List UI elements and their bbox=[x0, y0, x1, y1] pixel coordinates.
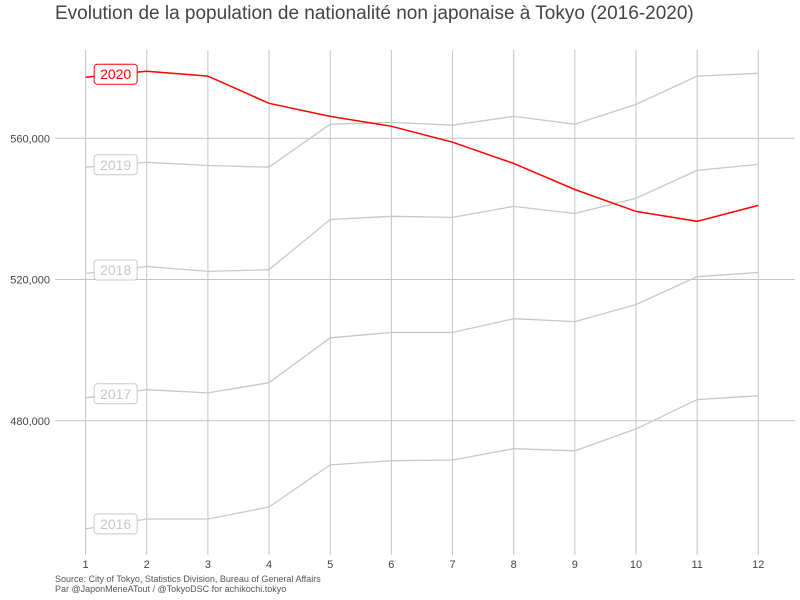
series-line-2016 bbox=[85, 395, 759, 530]
series-label-box bbox=[93, 154, 138, 176]
series-label-box bbox=[93, 63, 138, 85]
series-label-box bbox=[93, 513, 138, 535]
x-tick-label: 5 bbox=[327, 559, 333, 571]
x-tick-label: 10 bbox=[630, 559, 642, 571]
x-tick-label: 11 bbox=[691, 559, 702, 571]
y-tick-label: 480,000 bbox=[10, 416, 50, 428]
series-label-2017: 2017 bbox=[100, 386, 131, 402]
series-line-2017 bbox=[85, 271, 759, 399]
chart-caption: Source: City of Tokyo, Statistics Divisi… bbox=[55, 574, 321, 594]
series-label-2018: 2018 bbox=[100, 262, 131, 278]
series-label-2016: 2016 bbox=[100, 516, 131, 532]
x-tick-label: 1 bbox=[83, 559, 89, 571]
y-tick-label: 520,000 bbox=[10, 275, 50, 287]
caption-source: Source: City of Tokyo, Statistics Divisi… bbox=[55, 574, 321, 584]
x-tick-label: 4 bbox=[266, 559, 272, 571]
x-tick-label: 7 bbox=[449, 559, 455, 571]
series-label-2019: 2019 bbox=[100, 157, 131, 173]
x-tick-label: 8 bbox=[511, 559, 517, 571]
chart-title: Evolution de la population de nationalit… bbox=[55, 3, 694, 24]
y-tick-label: 560,000 bbox=[10, 133, 50, 145]
caption-credit: Par @JaponMeneATout / @TokyoDSC for achi… bbox=[55, 584, 287, 594]
series-line-2018 bbox=[85, 163, 759, 275]
x-tick-label: 12 bbox=[752, 559, 764, 571]
series-label-2020: 2020 bbox=[100, 66, 131, 82]
series-line-2019 bbox=[85, 72, 759, 168]
x-tick-label: 3 bbox=[205, 559, 211, 571]
x-tick-label: 2 bbox=[144, 559, 150, 571]
series-line-2020 bbox=[85, 70, 759, 223]
series-label-box bbox=[93, 383, 138, 405]
series-label-box bbox=[93, 259, 138, 281]
x-tick-label: 9 bbox=[572, 559, 578, 571]
x-tick-label: 6 bbox=[388, 559, 394, 571]
